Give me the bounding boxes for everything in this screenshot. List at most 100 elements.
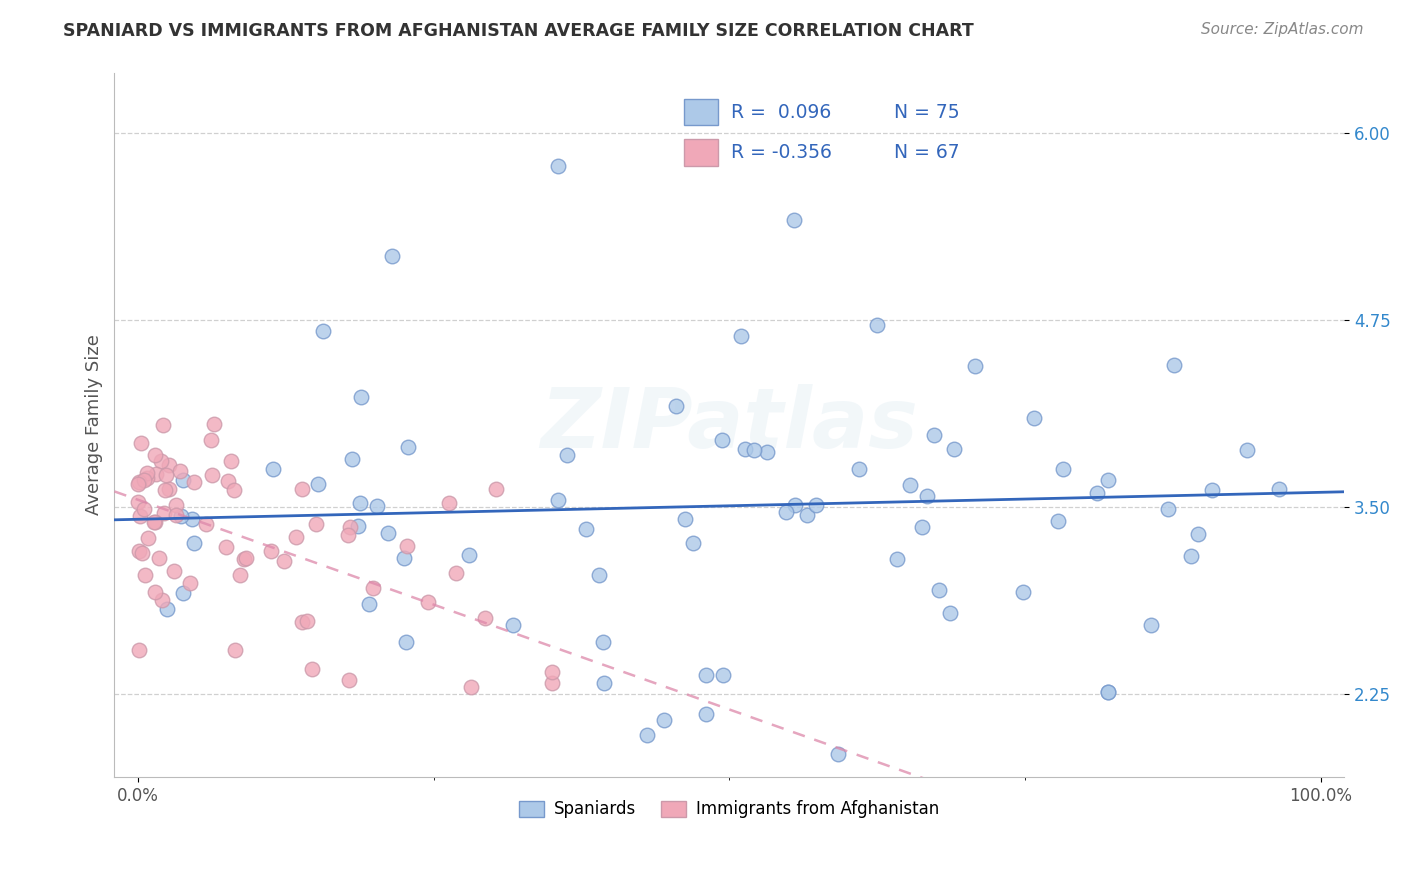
Point [886,551,908,566]
Point [222,483,245,497]
Point [359,598,381,612]
Point [381,249,404,263]
Point [153,483,176,498]
Point [396,440,419,454]
Point [1201,483,1223,498]
Point [132,502,155,516]
Point [474,611,496,625]
Y-axis label: Average Family Size: Average Family Size [86,334,103,516]
Point [783,212,806,227]
Point [827,747,849,762]
Point [165,498,187,512]
Point [485,482,508,496]
Point [153,506,176,520]
Point [145,448,167,462]
Point [742,442,765,457]
Point [502,618,524,632]
Point [1236,442,1258,457]
Point [285,530,308,544]
Point [848,462,870,476]
Point [575,523,598,537]
Point [922,428,945,442]
Point [135,471,157,485]
Point [342,451,364,466]
Point [965,359,987,373]
Point [783,499,806,513]
Point [1157,502,1180,516]
Point [1187,526,1209,541]
Point [377,525,399,540]
Point [172,473,194,487]
Point [1097,473,1119,487]
Point [129,509,152,524]
Point [796,508,818,523]
Point [128,642,150,657]
Point [734,442,756,457]
Point [444,566,467,580]
Point [232,551,254,566]
Point [898,478,921,492]
Point [159,482,181,496]
Point [235,551,257,566]
Point [295,614,318,628]
Point [673,512,696,526]
Point [592,635,614,649]
Point [395,635,418,649]
Point [301,662,323,676]
Point [337,673,360,687]
Point [682,536,704,550]
Point [1012,584,1035,599]
Point [131,546,153,560]
Point [224,643,246,657]
Point [183,535,205,549]
Point [145,467,167,481]
Point [200,433,222,447]
Point [138,531,160,545]
Point [183,475,205,489]
Point [1163,358,1185,372]
Point [129,435,152,450]
Point [155,602,177,616]
Point [1097,684,1119,698]
Point [1140,618,1163,632]
Point [547,159,569,173]
Point [143,515,166,529]
Point [806,498,828,512]
Point [169,464,191,478]
Point [1085,486,1108,500]
Point [291,615,314,629]
Point [775,505,797,519]
Point [593,676,616,690]
Point [541,675,564,690]
Point [135,467,157,481]
Point [636,728,658,742]
Point [439,496,461,510]
Point [339,519,361,533]
Point [163,565,186,579]
Point [1180,549,1202,563]
Point [347,519,370,533]
Point [152,417,174,432]
Point [165,508,187,522]
Point [143,585,166,599]
Point [128,543,150,558]
Legend: Spaniards, Immigrants from Afghanistan: Spaniards, Immigrants from Afghanistan [512,794,946,825]
Point [307,477,329,491]
Point [148,550,170,565]
Point [142,515,165,529]
Point [1022,411,1045,425]
Point [943,442,966,456]
Point [349,496,371,510]
Point [460,680,482,694]
Point [361,581,384,595]
Point [337,528,360,542]
Point [416,595,439,609]
Point [457,549,479,563]
Point [170,508,193,523]
Point [1268,483,1291,497]
Point [291,483,314,497]
Point [396,539,419,553]
Point [157,458,180,472]
Point [195,516,218,531]
Point [311,324,333,338]
